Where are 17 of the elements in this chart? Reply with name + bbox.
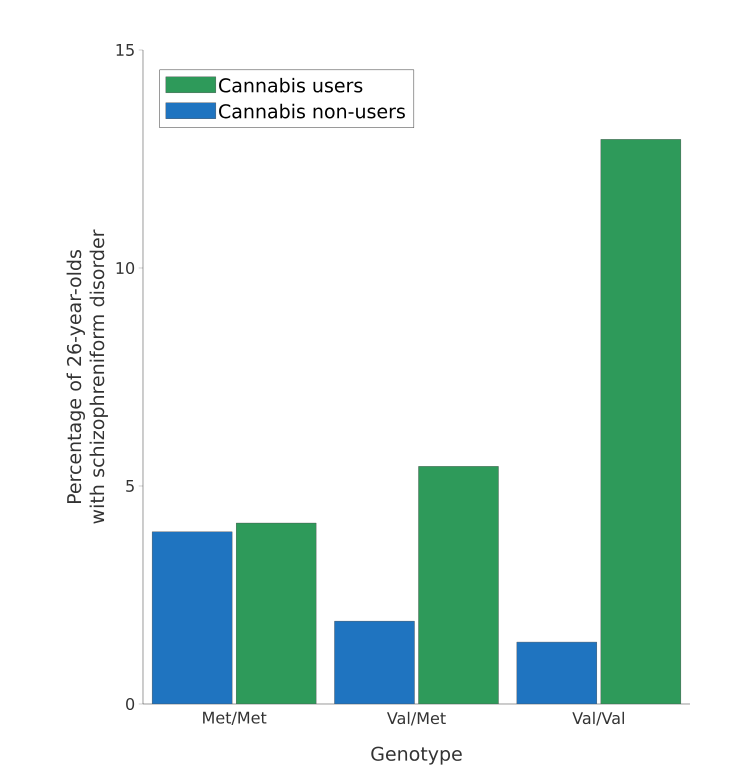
bar bbox=[152, 532, 232, 704]
y-tick-label: 5 bbox=[126, 480, 134, 492]
bar bbox=[516, 642, 598, 704]
y-tick-label: 0 bbox=[126, 698, 134, 710]
bar bbox=[236, 522, 316, 704]
x-tick-label: Val/Met bbox=[386, 712, 446, 726]
x-tick-label: Met/Met bbox=[203, 712, 266, 725]
y-axis-title: Percentage of 26-year-olds with schizophreniform disorder bbox=[66, 229, 108, 524]
x-tick-label: Val/Val bbox=[572, 712, 624, 726]
x-axis-title: Genotype bbox=[371, 746, 462, 765]
y-tick-label: 10 bbox=[116, 262, 134, 274]
bar bbox=[600, 139, 682, 704]
legend-label: Cannabis non-users bbox=[219, 104, 405, 118]
y-tick-label: 15 bbox=[116, 44, 134, 56]
bar bbox=[418, 466, 499, 704]
legend-label: Cannabis users bbox=[219, 78, 362, 93]
bar bbox=[334, 620, 415, 704]
